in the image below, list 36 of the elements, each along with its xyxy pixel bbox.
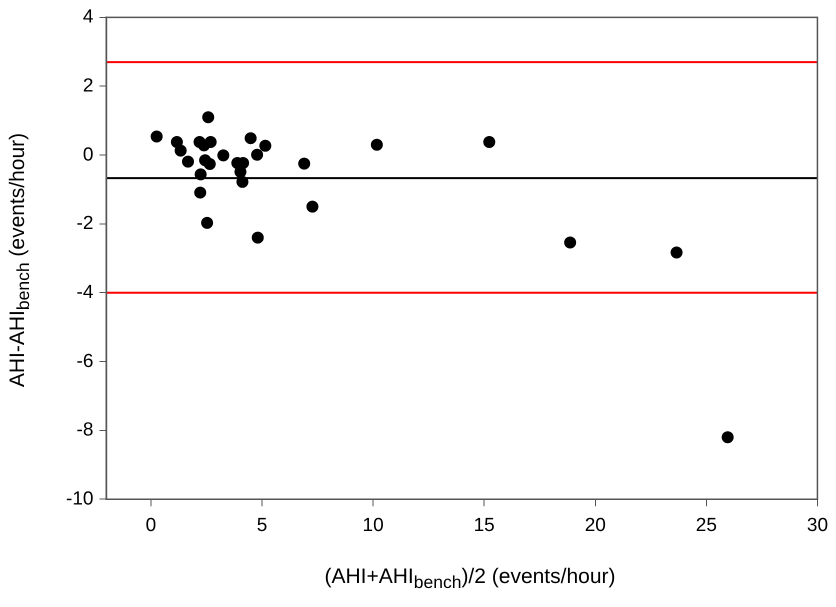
x-axis-title: (AHI+AHI$_{bench}$)/2 (events/hour) xyxy=(323,565,617,594)
point xyxy=(150,130,163,142)
point xyxy=(251,148,264,161)
y-tick-label: -10 xyxy=(66,488,94,510)
x-tick-label: 25 xyxy=(696,514,717,536)
x-tick-label: 15 xyxy=(474,514,495,536)
point xyxy=(483,136,496,148)
point xyxy=(194,186,206,199)
y-tick-label: -6 xyxy=(76,350,94,372)
y-tick-label: -2 xyxy=(76,213,94,234)
point xyxy=(201,216,214,229)
y-tick-label: 4 xyxy=(82,6,94,28)
point xyxy=(306,200,318,213)
y-tick-label: 0 xyxy=(82,144,94,166)
x-tick-label: 20 xyxy=(584,514,606,536)
y-tick-label: -4 xyxy=(76,282,94,303)
point xyxy=(722,431,734,444)
point xyxy=(204,136,217,148)
point xyxy=(244,132,257,144)
x-tick-label: 30 xyxy=(806,514,828,536)
point xyxy=(252,232,264,244)
point xyxy=(370,138,383,151)
point xyxy=(217,149,230,162)
point xyxy=(174,144,187,157)
x-tick-label: 0 xyxy=(146,514,156,536)
point xyxy=(204,158,216,170)
point xyxy=(202,111,214,124)
point xyxy=(259,140,272,152)
point xyxy=(670,246,683,258)
x-tick-label: 5 xyxy=(256,514,268,536)
x-tick-label: 10 xyxy=(362,514,384,536)
point xyxy=(298,158,310,170)
y-tick-label: -8 xyxy=(76,420,94,441)
point xyxy=(182,156,194,168)
point xyxy=(564,236,576,248)
y-tick-label: 2 xyxy=(82,75,94,96)
